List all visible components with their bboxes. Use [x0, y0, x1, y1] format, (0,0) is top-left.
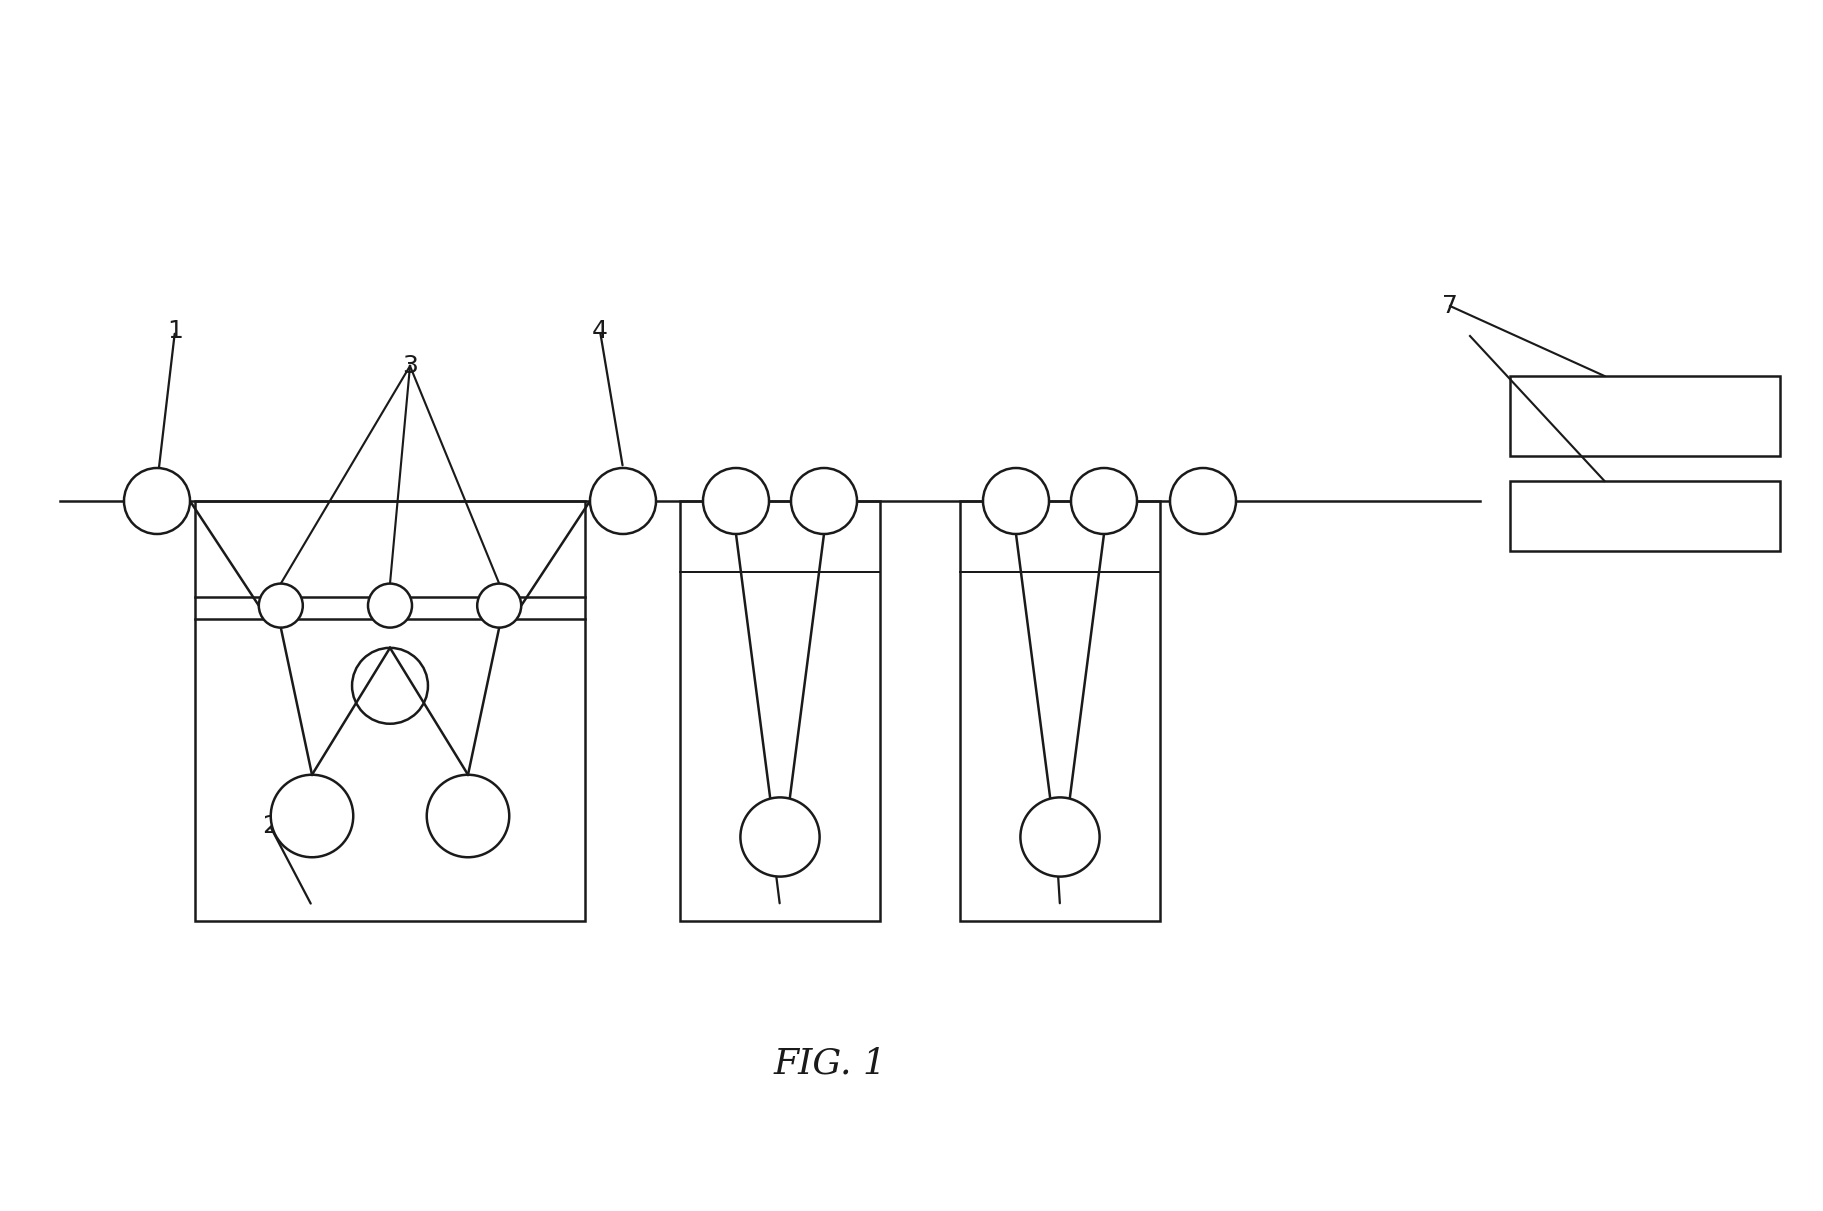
Text: 2: 2: [263, 814, 277, 838]
Text: FIG. 1: FIG. 1: [773, 1048, 886, 1081]
Text: 3: 3: [401, 354, 417, 378]
Bar: [1509, 481, 1779, 551]
Text: 6: 6: [1046, 814, 1063, 838]
Circle shape: [478, 584, 521, 627]
Circle shape: [1019, 797, 1099, 877]
Circle shape: [124, 467, 190, 534]
Circle shape: [259, 584, 303, 627]
Bar: [959, 501, 1159, 922]
Circle shape: [702, 467, 769, 534]
Circle shape: [368, 584, 412, 627]
Circle shape: [1070, 467, 1136, 534]
Circle shape: [791, 467, 857, 534]
Circle shape: [983, 467, 1048, 534]
Bar: [195, 501, 585, 922]
Text: 4: 4: [592, 318, 607, 343]
Bar: [680, 501, 879, 922]
Text: 1: 1: [168, 318, 182, 343]
Circle shape: [589, 467, 656, 534]
Text: 5: 5: [762, 814, 777, 838]
Bar: [1509, 375, 1779, 457]
Circle shape: [1169, 467, 1236, 534]
Circle shape: [740, 797, 819, 877]
Circle shape: [352, 648, 428, 724]
Circle shape: [270, 775, 354, 857]
Circle shape: [427, 775, 509, 857]
Text: 7: 7: [1442, 294, 1457, 318]
